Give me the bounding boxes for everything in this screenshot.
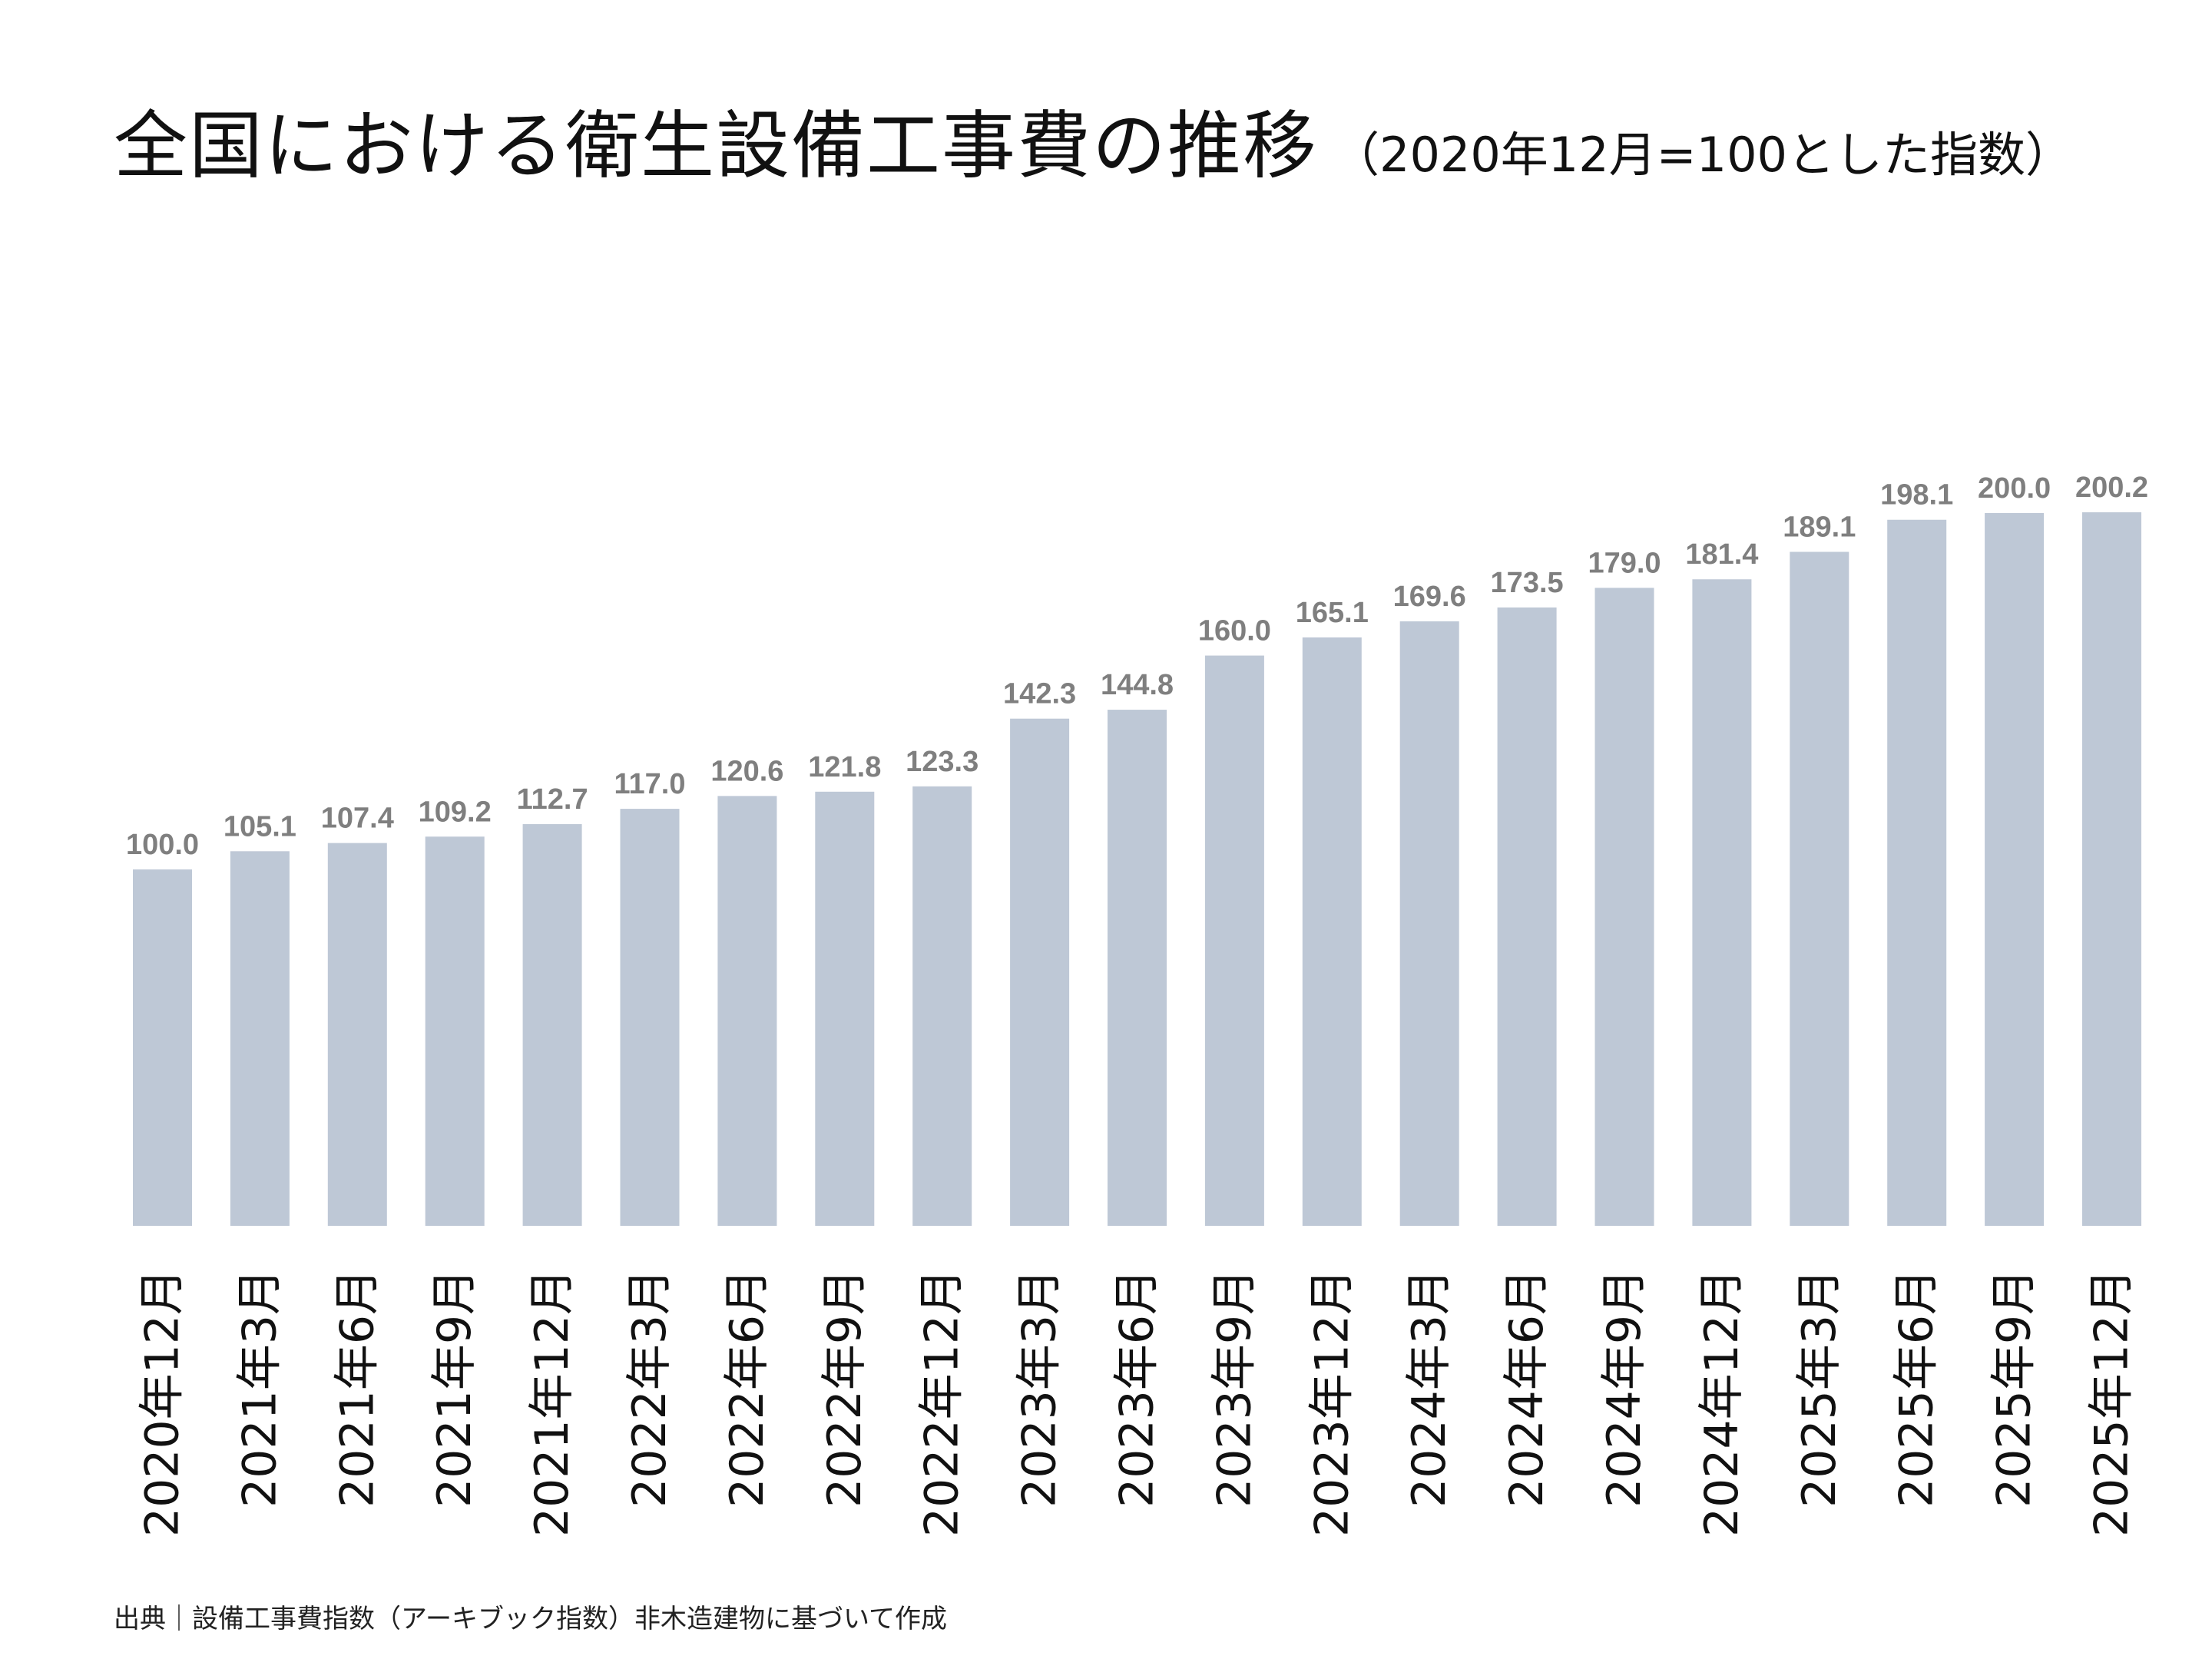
bar [717, 796, 777, 1226]
x-tick-label: 2022年9月 [818, 1269, 872, 1508]
x-tick-label: 2025年12月 [2085, 1269, 2139, 1537]
source-note: 出典｜設備工事費指数（アーキブック指数）非木造建物に基づいて作成 [114, 1604, 947, 1634]
bar [327, 843, 387, 1226]
data-label: 117.0 [614, 768, 686, 800]
x-tick-label: 2022年12月 [916, 1269, 969, 1537]
bar [912, 786, 972, 1226]
x-tick-label: 2023年3月 [1013, 1269, 1067, 1508]
x-tick-label: 2024年3月 [1402, 1269, 1456, 1508]
bar [522, 824, 582, 1226]
bar [133, 869, 192, 1226]
bar [1204, 655, 1264, 1226]
chart-subtitle: （2020年12月=100とした指数） [1332, 127, 2073, 183]
data-label: 200.0 [1978, 472, 2051, 505]
bar [1399, 621, 1459, 1226]
x-tick-label: 2023年6月 [1111, 1269, 1164, 1508]
x-tick-label: 2022年3月 [623, 1269, 677, 1508]
bar [2082, 512, 2141, 1226]
x-tick-label: 2025年6月 [1890, 1269, 1944, 1508]
data-label: 200.2 [2075, 472, 2148, 504]
x-tick-label: 2023年12月 [1305, 1269, 1359, 1537]
x-tick-label: 2021年12月 [525, 1269, 579, 1537]
data-label: 100.0 [126, 829, 199, 861]
data-label: 107.4 [321, 803, 394, 835]
bar [1302, 637, 1362, 1226]
x-tick-label: 2022年6月 [720, 1269, 774, 1508]
bar [1692, 579, 1752, 1226]
bar [815, 791, 875, 1226]
x-tick-label: 2024年12月 [1695, 1269, 1749, 1537]
bar [1985, 512, 2045, 1226]
data-label: 179.0 [1588, 547, 1661, 579]
data-label: 105.1 [224, 810, 296, 843]
bar [1594, 588, 1654, 1226]
bar [1010, 718, 1070, 1226]
chart-title-block: 全国における衛生設備工事費の推移 （2020年12月=100とした指数） [114, 86, 2073, 193]
data-label: 198.1 [1880, 479, 1953, 512]
x-tick-label: 2024年6月 [1500, 1269, 1554, 1508]
x-tick-label: 2025年9月 [1988, 1269, 2041, 1508]
x-tick-label: 2021年6月 [330, 1269, 384, 1508]
bar [1887, 519, 1947, 1226]
bar [1790, 551, 1849, 1226]
data-label: 109.2 [419, 796, 492, 828]
bar [425, 836, 485, 1226]
x-tick-label: 2024年9月 [1598, 1269, 1651, 1508]
data-label: 144.8 [1101, 669, 1174, 701]
data-label: 112.7 [517, 783, 588, 816]
bar [1497, 607, 1557, 1226]
data-label: 165.1 [1296, 597, 1369, 629]
bar [230, 851, 290, 1226]
data-label: 142.3 [1003, 678, 1076, 710]
bar [1108, 710, 1167, 1226]
data-label: 181.4 [1685, 538, 1758, 571]
x-tick-label: 2025年3月 [1793, 1269, 1846, 1508]
bar [620, 809, 680, 1226]
data-label: 173.5 [1491, 567, 1564, 599]
data-label: 169.6 [1393, 581, 1466, 613]
chart-title: 全国における衛生設備工事費の推移 [114, 103, 1318, 189]
data-label: 123.3 [906, 746, 979, 778]
x-tick-label: 2021年3月 [233, 1269, 286, 1508]
x-tick-label: 2021年9月 [428, 1269, 482, 1508]
data-label: 160.0 [1198, 615, 1271, 647]
data-label: 189.1 [1783, 512, 1856, 544]
x-tick-label: 2020年12月 [136, 1269, 190, 1537]
data-label: 120.6 [710, 755, 783, 787]
x-tick-label: 2023年9月 [1207, 1269, 1261, 1508]
data-label: 121.8 [808, 751, 881, 783]
